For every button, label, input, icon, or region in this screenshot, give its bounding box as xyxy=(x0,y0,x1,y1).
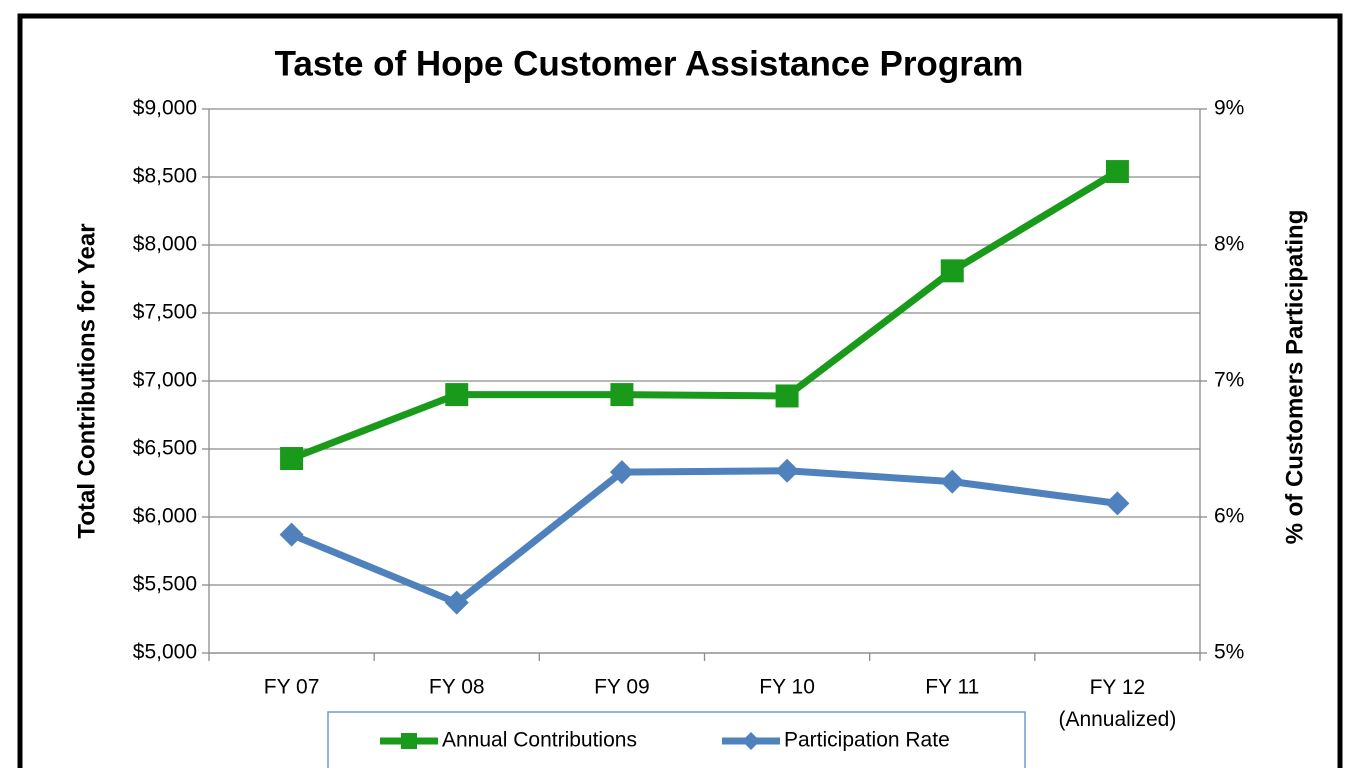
x-tick-label: FY 07 xyxy=(264,676,320,699)
y-tick-label: $5,500 xyxy=(133,573,197,596)
legend-marker xyxy=(742,732,760,750)
y2-tick-label: 6% xyxy=(1214,505,1244,528)
marker xyxy=(1105,160,1129,184)
marker xyxy=(775,384,799,408)
y-tick-label: $6,500 xyxy=(133,437,197,460)
marker xyxy=(445,383,469,407)
marker xyxy=(279,522,304,547)
x-tick-label: FY 08 xyxy=(429,676,485,699)
y-tick-label: $5,000 xyxy=(133,641,197,664)
x-tick-label: FY 11 xyxy=(925,676,979,699)
series-line xyxy=(290,467,1118,607)
legend-marker xyxy=(401,733,417,749)
marker xyxy=(1105,491,1130,516)
y-tick-label: $6,000 xyxy=(133,505,197,528)
y2-tick-label: 7% xyxy=(1214,369,1244,392)
y-axis-label: Total Contributions for Year xyxy=(73,223,100,538)
y2-tick-label: 9% xyxy=(1214,97,1244,120)
marker xyxy=(940,259,964,283)
marker xyxy=(609,460,634,485)
legend-box xyxy=(327,711,1026,768)
marker xyxy=(940,469,965,494)
y2-axis-label: % of Customers Participating xyxy=(1281,210,1308,545)
legend-label: Annual Contributions xyxy=(442,729,637,752)
y2-tick-label: 5% xyxy=(1214,641,1244,664)
series-line xyxy=(290,168,1120,462)
y-tick-label: $7,500 xyxy=(133,301,197,324)
y2-tick-label: 8% xyxy=(1214,233,1244,256)
marker xyxy=(610,383,634,407)
legend-label: Participation Rate xyxy=(784,729,950,752)
x-tick-label: FY 10 xyxy=(759,676,815,699)
x-tick-label: FY 12 (Annualized) xyxy=(1058,676,1176,731)
marker xyxy=(444,590,469,615)
chart-title: Taste of Hope Customer Assistance Progra… xyxy=(275,44,1024,83)
x-tick-label: FY 09 xyxy=(594,676,650,699)
y-tick-label: $8,000 xyxy=(133,233,197,256)
y-tick-label: $8,500 xyxy=(133,165,197,188)
y-tick-label: $9,000 xyxy=(133,97,197,120)
marker xyxy=(775,458,800,483)
marker xyxy=(280,447,304,471)
y-tick-label: $7,000 xyxy=(133,369,197,392)
